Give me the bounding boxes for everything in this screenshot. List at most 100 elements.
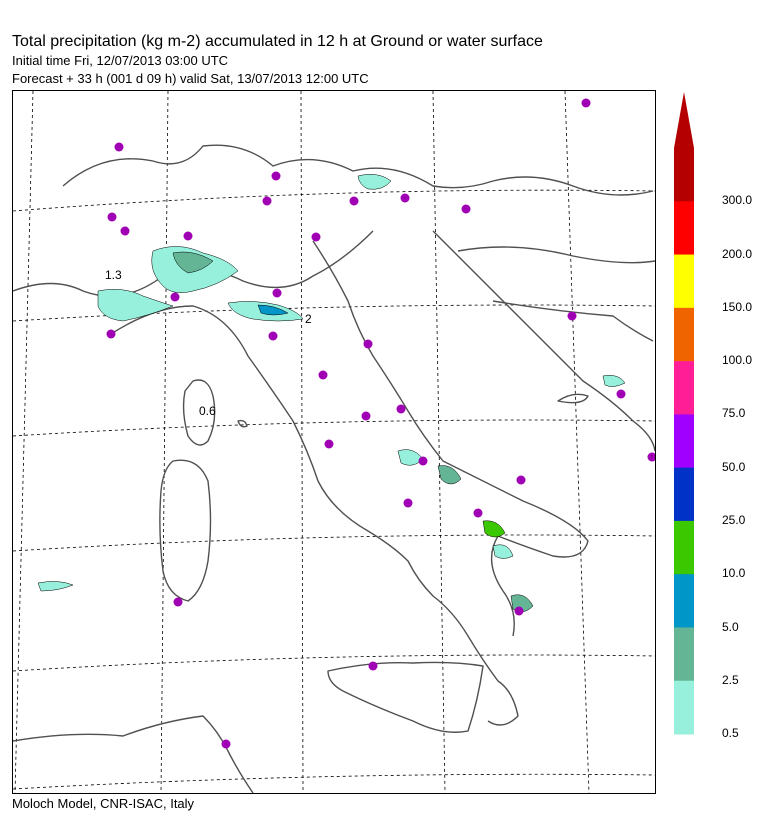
legend-label: 25.0	[722, 512, 746, 527]
meridian-line	[432, 91, 446, 793]
coastlines	[13, 144, 655, 793]
legend-swatch	[674, 467, 694, 522]
station-marker	[396, 404, 406, 414]
corsica-coast	[182, 379, 216, 446]
precipitation-fields	[37, 174, 626, 613]
station-marker	[368, 661, 378, 671]
legend-swatch	[674, 201, 694, 256]
border-line	[62, 144, 654, 196]
precip-area-south-3	[482, 520, 506, 538]
parallel-line	[13, 654, 655, 672]
parallel-line	[13, 419, 655, 437]
precip-area-sea	[37, 581, 74, 592]
precip-area-liguria	[97, 289, 174, 322]
station-marker	[311, 232, 321, 242]
station-marker	[473, 508, 483, 518]
graticule	[13, 91, 655, 793]
station-marker	[106, 329, 116, 339]
legend-swatches	[674, 148, 694, 735]
station-marker	[268, 331, 278, 341]
meridian-line	[564, 91, 590, 793]
meridian-line	[14, 91, 34, 793]
legend-label: 100.0	[722, 353, 753, 368]
legend-swatch	[674, 307, 694, 362]
precip-area-south-2	[437, 465, 462, 485]
parallel-line	[13, 304, 655, 322]
initial-time: Initial time Fri, 12/07/2013 03:00 UTC	[12, 53, 229, 68]
coast-line	[107, 305, 519, 726]
coast-line	[312, 240, 589, 637]
forecast-validity: Forecast + 33 h (001 d 09 h) valid Sat, …	[12, 71, 369, 86]
legend-swatch	[674, 361, 694, 415]
model-credit: Moloch Model, CNR-ISAC, Italy	[12, 796, 195, 811]
station-marker	[183, 231, 193, 241]
station-marker	[221, 739, 231, 749]
island-coast	[237, 419, 248, 428]
sardinia-coast	[159, 459, 212, 602]
contour-label-2: 2	[305, 312, 312, 326]
station-marker	[567, 311, 577, 321]
legend-swatch	[674, 520, 694, 575]
station-marker	[616, 389, 626, 399]
coast-line	[432, 230, 655, 452]
station-marker	[361, 411, 371, 421]
station-marker	[581, 98, 591, 108]
sicily-coast	[327, 661, 484, 733]
legend-label: 5.0	[722, 619, 739, 634]
station-markers	[106, 98, 655, 749]
station-marker	[514, 606, 524, 616]
meridian-line	[160, 91, 169, 793]
station-marker	[363, 339, 373, 349]
legend-swatch	[674, 627, 694, 682]
station-marker	[324, 439, 334, 449]
precip-area-tyrol	[357, 174, 392, 190]
contour-label-0p6: 0.6	[199, 404, 216, 418]
legend-label: 75.0	[722, 406, 746, 421]
contour-label-1p3: 1.3	[105, 268, 122, 282]
station-marker	[271, 171, 281, 181]
station-marker	[173, 597, 183, 607]
africa-coast	[13, 715, 254, 793]
island-coast	[557, 393, 589, 404]
legend-swatch	[674, 574, 694, 628]
legend-label: 50.0	[722, 459, 746, 474]
legend-label: 200.0	[722, 246, 753, 261]
map-title: Total precipitation (kg m-2) accumulated…	[12, 33, 543, 50]
station-marker	[418, 456, 428, 466]
station-marker	[400, 193, 410, 203]
border-line	[492, 300, 654, 342]
station-marker	[262, 196, 272, 206]
parallel-line	[13, 773, 655, 790]
precip-area-alps-west-core	[172, 251, 214, 274]
legend-label: 150.0	[722, 299, 753, 314]
station-marker	[272, 288, 282, 298]
border-line	[457, 246, 655, 264]
legend-swatch	[674, 680, 694, 735]
legend-label: 10.0	[722, 566, 746, 581]
station-marker	[461, 204, 471, 214]
legend-label: 300.0	[722, 193, 753, 208]
station-marker	[107, 212, 117, 222]
parallel-line	[13, 534, 655, 552]
legend-swatch	[674, 254, 694, 309]
station-marker	[647, 452, 655, 462]
legend-top-arrow	[674, 92, 694, 148]
legend-label: 2.5	[722, 672, 739, 687]
station-marker	[516, 475, 526, 485]
precip-area-po-core	[257, 304, 289, 316]
legend-swatch	[674, 148, 694, 202]
color-legend: 300.0 200.0 150.0 100.0 75.0 50.0 25.0 10.0 5.0 2…	[672, 90, 760, 740]
station-marker	[349, 196, 359, 206]
precip-area-ne	[602, 375, 626, 387]
station-marker	[403, 498, 413, 508]
station-marker	[318, 370, 328, 380]
map-header: Total precipitation (kg m-2) accumulated…	[12, 32, 543, 88]
precip-area-south-4	[492, 544, 514, 559]
precipitation-map: 1.3 2 0.6	[12, 90, 656, 794]
parallel-line	[13, 189, 655, 212]
station-marker	[120, 226, 130, 236]
legend-swatch	[674, 414, 694, 469]
station-marker	[114, 142, 124, 152]
legend-label: 0.5	[722, 726, 739, 740]
station-marker	[170, 292, 180, 302]
